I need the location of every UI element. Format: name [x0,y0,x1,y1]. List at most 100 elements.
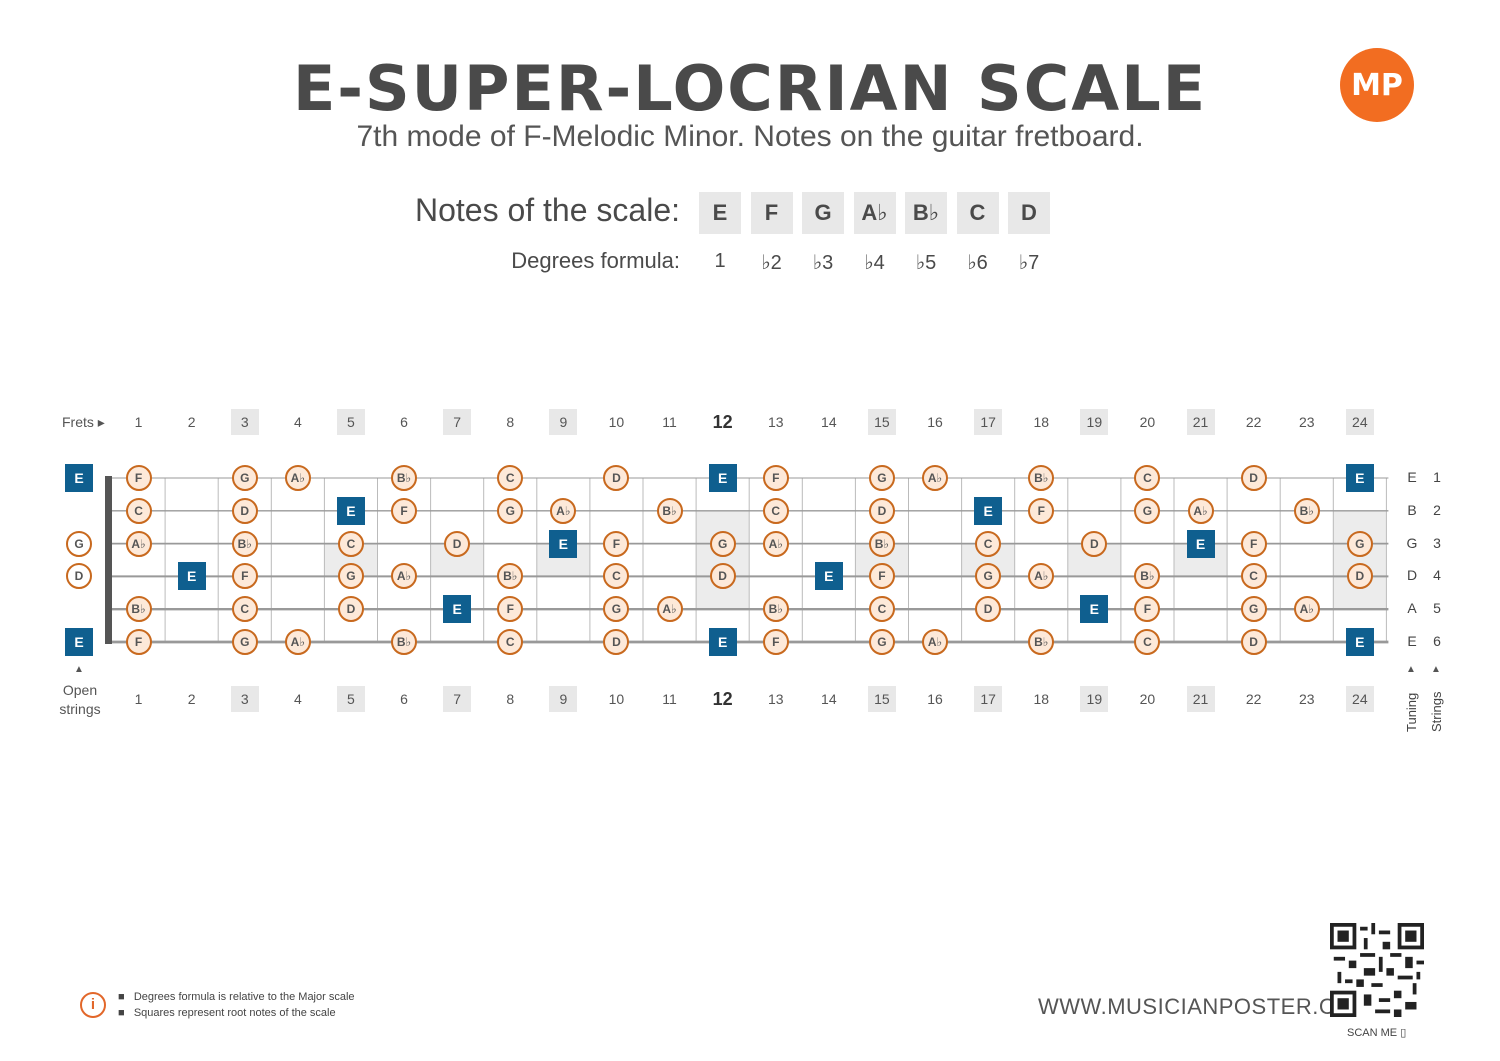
scale-note-circle: F [231,563,258,590]
scale-note-circle: F [125,629,152,655]
frets-label: Frets ▸ [62,414,105,430]
scale-note-circle: C [337,530,364,557]
scale-note-circle: G [231,465,258,491]
scale-note-circle: B♭ [231,530,258,557]
fret-number-bottom: 7 [443,686,472,712]
fret-number-top: 23 [1298,414,1315,430]
scale-degree: 1 [714,250,726,272]
root-note-square: E [336,496,365,525]
scale-note-circle: F [1240,530,1267,557]
notes-of-scale-label: Notes of the scale: [414,192,680,228]
scale-note-circle: G [975,563,1002,590]
up-arrow-icon: ▲ [1406,664,1416,675]
scale-note-circle: B♭ [1028,465,1055,491]
scale-note-circle: D [1240,465,1267,491]
scale-note-circle: F [391,497,418,524]
root-note-square: E [1186,529,1215,558]
scale-note-circle: A♭ [284,629,311,655]
string-number: 2 [1433,501,1441,518]
scan-me-label: SCAN ME ▯ [1347,1026,1406,1039]
scale-note-circle: C [1134,629,1161,655]
fret-number-top: 8 [506,414,515,430]
open-string-root: E [65,628,93,656]
fret-number-bottom: 23 [1298,691,1315,707]
inlay-shade [696,510,750,610]
scale-note-circle: D [337,596,364,623]
fret-number-bottom: 14 [821,691,837,707]
scale-note-circle: A♭ [922,465,949,491]
scale-note-box: A♭ [853,192,896,234]
fret-number-bottom: 20 [1139,691,1156,707]
scale-note-circle: B♭ [1293,497,1320,524]
scale-note-circle: A♭ [922,629,949,655]
fret-number-bottom: 2 [187,691,196,707]
scale-note-circle: B♭ [497,563,524,590]
scale-note-circle: D [1346,563,1373,590]
website-url[interactable]: WWW.MUSICIANPOSTER.COM [1038,994,1372,1019]
fret-number-top: 5 [336,409,365,435]
fret-number-bottom: 9 [549,686,578,712]
fret-number-top: 21 [1186,409,1215,435]
root-note-square: E [177,562,206,591]
scale-note-circle: G [709,530,736,557]
scale-note-circle: F [497,596,524,623]
scale-degree: ♭2 [761,252,782,274]
fret-number-bottom: 1 [134,691,143,707]
scale-degree: ♭7 [1018,252,1040,274]
scale-note-circle: A♭ [656,596,683,623]
nut [105,476,112,644]
scale-note-circle: A♭ [125,530,152,557]
legend-item: ■ Squares represent root notes of the sc… [118,1007,336,1019]
strings-label: Strings [1429,691,1444,732]
scale-note-circle: B♭ [391,465,418,491]
scale-note-circle: A♭ [1293,596,1320,623]
scale-note-box: G [802,192,844,234]
fret-number-bottom: 6 [400,691,408,707]
fret-number-bottom: 18 [1033,691,1050,707]
fret-number-top: 11 [662,414,677,430]
scale-note-circle: G [603,596,630,623]
root-note-square: E [974,496,1003,525]
scale-note-circle: A♭ [391,563,418,590]
scale-note-circle: D [1240,629,1267,655]
fret-number-top: 16 [927,414,943,430]
page-subtitle: 7th mode of F-Melodic Minor. Notes on th… [356,120,1144,153]
scale-note-circle: D [709,563,736,590]
scale-note-circle: F [868,563,895,590]
string-number: 1 [1433,469,1441,485]
scale-note-circle: D [603,465,630,491]
scale-note-circle: D [231,497,258,524]
scale-note-circle: C [603,563,630,590]
legend-text: Squares represent root notes of the scal… [133,1007,336,1019]
fret-number-bottom: 21 [1186,686,1215,712]
scale-note-circle: D [603,629,630,655]
fret-number-top: 1 [134,414,143,430]
fret-number-bottom: 4 [293,691,302,707]
scale-note-circle: B♭ [391,629,418,655]
fret-number-top: 14 [821,414,837,430]
tuning-label: E [1407,469,1417,485]
scale-note-circle: C [868,596,895,623]
scale-note-circle: C [762,497,789,524]
fret-number-top: 12 [712,412,733,432]
fret-number-bottom: 11 [662,691,677,707]
root-note-square: E [1345,628,1374,656]
scale-note-circle: B♭ [1134,563,1161,590]
scale-note-box: D [1008,192,1050,234]
scale-note-circle: F [762,465,789,491]
fret-number-top: 18 [1033,414,1050,430]
scale-note-circle: G [1240,596,1267,623]
fret-number-bottom: 19 [1080,686,1109,712]
open-string-root: E [65,464,93,492]
scale-degree: ♭6 [967,252,988,274]
scale-note-circle: G [497,497,524,524]
scale-note-circle: A♭ [284,465,311,491]
up-arrow-icon: ▲ [1431,664,1441,675]
root-note-square: E [708,464,737,492]
string-number: 4 [1433,567,1441,584]
tuning-label: D [1406,567,1418,584]
fret-number-bottom: 13 [767,691,784,707]
qr-code[interactable] [1330,923,1424,1017]
scale-note-circle: G [868,465,895,491]
